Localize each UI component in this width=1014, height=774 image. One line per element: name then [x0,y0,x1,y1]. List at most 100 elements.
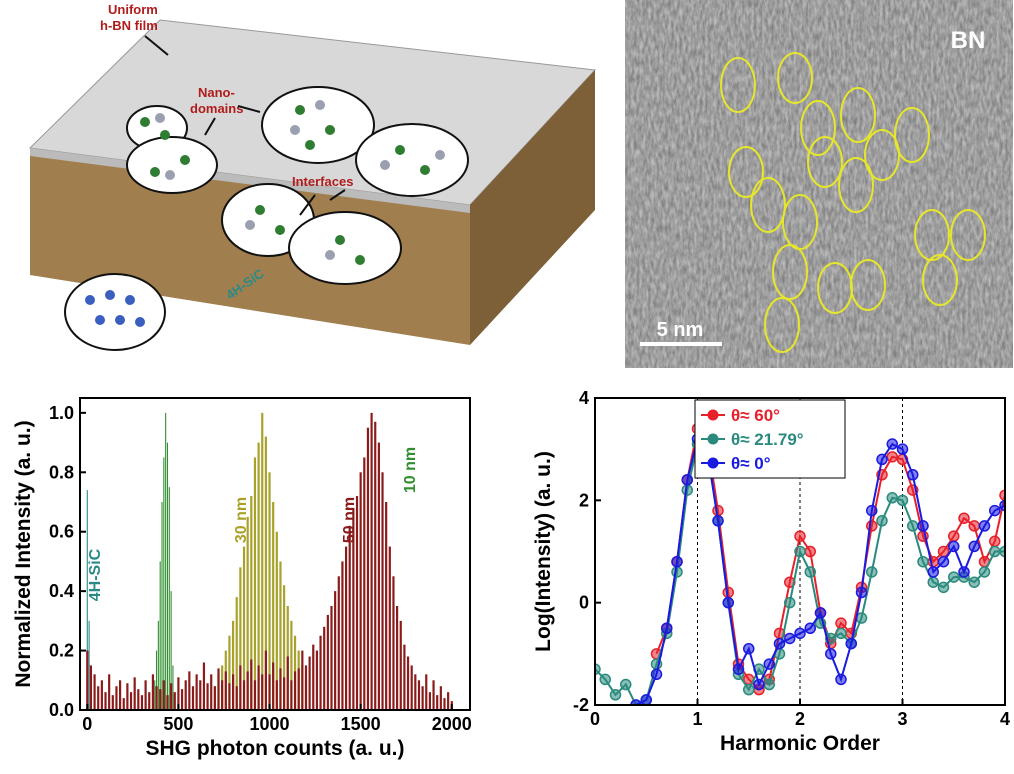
scale-bar [640,342,722,346]
bar [410,665,413,710]
bar [334,591,337,710]
marker [907,469,919,481]
legend-marker [707,457,719,469]
bar [228,635,231,710]
bar [355,496,359,710]
marker [866,504,878,517]
marker [978,520,991,532]
marker [989,535,1001,548]
bar [180,689,184,710]
bar [261,412,264,710]
bar [86,650,89,710]
marker [794,530,806,542]
marker [948,540,960,553]
bar [272,502,275,710]
plot-area [595,398,1005,705]
bar [304,665,308,710]
bar [246,516,249,710]
series-label: 4H-SiC [87,548,104,601]
bar [170,683,173,710]
bar [253,457,257,710]
bar [323,626,326,710]
bar [403,644,406,710]
bar [381,472,384,710]
bar [257,665,260,710]
bar [184,680,187,710]
bar [159,561,161,710]
bar [268,472,271,710]
bar [388,546,391,710]
bar [228,683,231,710]
bar [374,421,377,710]
bar [428,692,431,710]
bar [93,674,96,710]
bar [297,668,300,710]
marker [794,627,806,640]
micrograph-label: BN [951,27,986,54]
y-tick-label: 0.4 [49,581,74,601]
bar [396,606,399,710]
bar [162,680,165,710]
bar [217,668,220,710]
bar [163,457,165,710]
bar [406,656,410,710]
bar [432,680,435,710]
bar [122,698,125,710]
marker [968,576,980,588]
bar [239,665,242,710]
domain-ellipses [720,52,986,353]
bar [359,472,362,710]
bar [159,689,162,710]
bar [221,680,224,710]
marker [732,663,745,675]
marker [640,694,652,705]
bar [348,525,351,710]
bar [88,620,90,710]
bar [206,683,209,710]
legend-label: θ≈ 0° [731,454,771,473]
bar [239,567,242,710]
marker [671,566,683,578]
marker [630,699,642,705]
y-tick-label: 0.8 [49,462,74,482]
bar [100,680,103,710]
y-axis-label: Normalized Intensity (a. u.) [12,420,35,687]
x-axis-label: SHG photon counts (a. u.) [146,737,405,760]
bar [283,677,286,710]
bar [308,656,311,710]
bar [290,620,293,710]
marker [866,566,878,578]
marker [907,520,919,532]
marker [599,673,611,686]
bar [290,680,293,710]
bar [235,597,238,710]
marker [671,555,683,568]
interfaces-label: Interfaces [292,174,353,189]
series-label: 10 nm [402,447,419,493]
bar [377,442,380,710]
marker [989,504,1001,517]
film-label: Uniform [108,2,158,17]
bar [170,591,172,710]
bar [293,671,297,710]
bar [173,692,176,710]
marker [835,673,847,686]
bar [443,698,446,710]
marker [948,530,960,542]
bar [168,487,170,710]
marker [804,566,816,578]
bar [417,680,421,710]
marker [650,668,663,681]
y-tick-label: 0.6 [49,522,74,542]
marker [661,622,673,634]
marker [999,499,1005,512]
bar [172,665,174,710]
bar [275,680,278,710]
bar [257,442,260,710]
bar [191,686,195,710]
bar [272,662,275,710]
bar [414,674,417,710]
marker [794,545,806,558]
atoms [85,100,445,327]
x-tick-label: 2 [795,709,805,729]
